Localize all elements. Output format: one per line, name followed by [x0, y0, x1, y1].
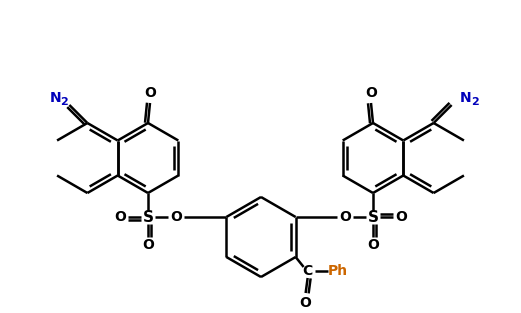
Text: O: O [144, 86, 156, 100]
Text: O: O [170, 210, 182, 224]
Text: S: S [367, 209, 378, 224]
Text: N: N [49, 91, 61, 105]
Text: O: O [365, 86, 377, 100]
Text: S: S [143, 209, 154, 224]
Text: O: O [142, 238, 154, 252]
Text: O: O [367, 238, 379, 252]
Text: 2: 2 [471, 97, 478, 107]
Text: O: O [114, 210, 126, 224]
Text: C: C [303, 264, 313, 278]
Text: 2: 2 [60, 97, 68, 107]
Text: O: O [395, 210, 407, 224]
Text: O: O [300, 296, 312, 310]
Text: N: N [460, 91, 472, 105]
Text: O: O [339, 210, 351, 224]
Text: Ph: Ph [328, 264, 348, 278]
